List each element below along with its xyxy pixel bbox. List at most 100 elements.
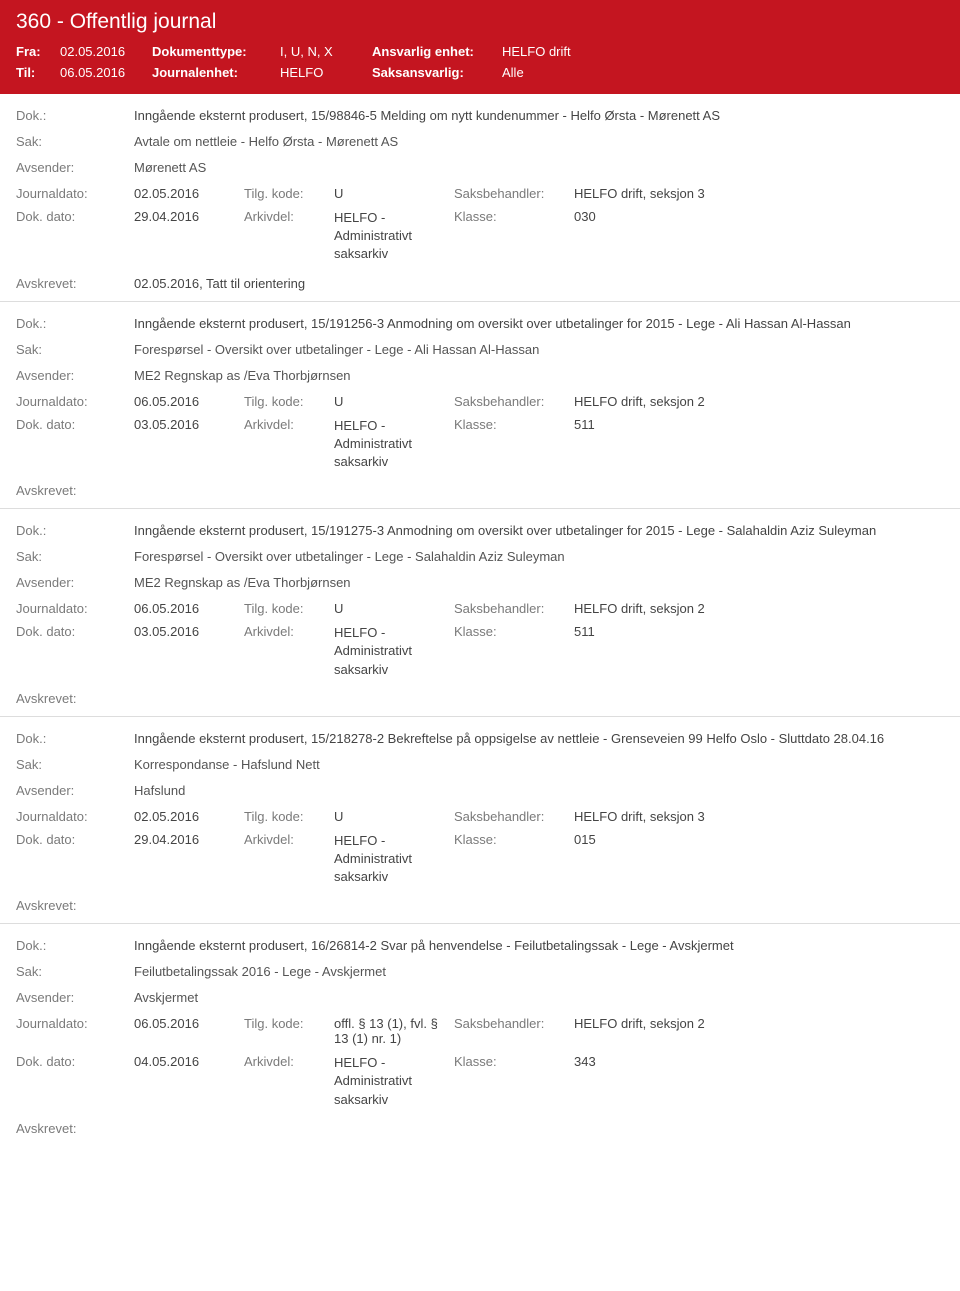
journaldato-value: 06.05.2016 bbox=[134, 601, 244, 616]
klasse-value: 015 bbox=[574, 832, 944, 847]
avsender-value: ME2 Regnskap as /Eva Thorbjørnsen bbox=[134, 575, 944, 590]
sak-label: Sak: bbox=[16, 964, 134, 979]
saksansvarlig-value: Alle bbox=[502, 65, 632, 80]
arkivdel-label: Arkivdel: bbox=[244, 209, 334, 224]
dokdato-value: 03.05.2016 bbox=[134, 624, 244, 639]
klasse-label: Klasse: bbox=[454, 209, 574, 224]
klasse-label: Klasse: bbox=[454, 624, 574, 639]
arkivdel-value: HELFO -Administrativt saksarkiv bbox=[334, 209, 454, 264]
journal-entry: Dok.: Inngående eksternt produsert, 15/1… bbox=[0, 302, 960, 510]
journal-entry: Dok.: Inngående eksternt produsert, 15/1… bbox=[0, 509, 960, 717]
saksbehandler-label: Saksbehandler: bbox=[454, 394, 574, 409]
fra-label: Fra: bbox=[16, 44, 60, 59]
dokdato-value: 04.05.2016 bbox=[134, 1054, 244, 1069]
saksansvarlig-label: Saksansvarlig: bbox=[372, 65, 502, 80]
avskrevet-label: Avskrevet: bbox=[16, 483, 134, 498]
klasse-label: Klasse: bbox=[454, 417, 574, 432]
tilgkode-value: U bbox=[334, 186, 454, 201]
saksbehandler-label: Saksbehandler: bbox=[454, 1016, 574, 1031]
arkivdel-label: Arkivdel: bbox=[244, 1054, 334, 1069]
dokdato-value: 29.04.2016 bbox=[134, 832, 244, 847]
dok-value: Inngående eksternt produsert, 15/191256-… bbox=[134, 316, 944, 331]
avskrevet-label: Avskrevet: bbox=[16, 1121, 134, 1136]
tilgkode-label: Tilg. kode: bbox=[244, 601, 334, 616]
dok-value: Inngående eksternt produsert, 16/26814-2… bbox=[134, 938, 944, 953]
avsender-value: Avskjermet bbox=[134, 990, 944, 1005]
ansvarlig-value: HELFO drift bbox=[502, 44, 632, 59]
saksbehandler-value: HELFO drift, seksjon 2 bbox=[574, 394, 944, 409]
doktype-label: Dokumenttype: bbox=[152, 44, 280, 59]
avsender-value: Hafslund bbox=[134, 783, 944, 798]
arkivdel-label: Arkivdel: bbox=[244, 624, 334, 639]
tilgkode-label: Tilg. kode: bbox=[244, 1016, 334, 1031]
journal-entry: Dok.: Inngående eksternt produsert, 16/2… bbox=[0, 924, 960, 1136]
dokdato-label: Dok. dato: bbox=[16, 624, 134, 639]
entries-container: Dok.: Inngående eksternt produsert, 15/9… bbox=[0, 94, 960, 1136]
dokdato-value: 03.05.2016 bbox=[134, 417, 244, 432]
sak-label: Sak: bbox=[16, 342, 134, 357]
til-value: 06.05.2016 bbox=[60, 65, 152, 80]
sak-label: Sak: bbox=[16, 549, 134, 564]
klasse-value: 511 bbox=[574, 417, 944, 432]
tilgkode-value: U bbox=[334, 394, 454, 409]
arkivdel-label: Arkivdel: bbox=[244, 832, 334, 847]
klasse-value: 030 bbox=[574, 209, 944, 224]
sak-value: Forespørsel - Oversikt over utbetalinger… bbox=[134, 342, 944, 357]
tilgkode-value: offl. § 13 (1), fvl. § 13 (1) nr. 1) bbox=[334, 1016, 454, 1046]
avsender-label: Avsender: bbox=[16, 160, 134, 175]
avsender-value: Mørenett AS bbox=[134, 160, 944, 175]
arkivdel-value: HELFO -Administrativt saksarkiv bbox=[334, 624, 454, 679]
klasse-value: 343 bbox=[574, 1054, 944, 1069]
dok-value: Inngående eksternt produsert, 15/218278-… bbox=[134, 731, 944, 746]
avskrevet-label: Avskrevet: bbox=[16, 276, 134, 291]
sak-value: Forespørsel - Oversikt over utbetalinger… bbox=[134, 549, 944, 564]
saksbehandler-value: HELFO drift, seksjon 2 bbox=[574, 601, 944, 616]
dokdato-label: Dok. dato: bbox=[16, 1054, 134, 1069]
doktype-value: I, U, N, X bbox=[280, 44, 372, 59]
dok-label: Dok.: bbox=[16, 938, 134, 953]
tilgkode-label: Tilg. kode: bbox=[244, 809, 334, 824]
journal-title: 360 - Offentlig journal bbox=[16, 10, 944, 34]
journaldato-label: Journaldato: bbox=[16, 1016, 134, 1031]
ansvarlig-label: Ansvarlig enhet: bbox=[372, 44, 502, 59]
journaldato-label: Journaldato: bbox=[16, 809, 134, 824]
klasse-label: Klasse: bbox=[454, 832, 574, 847]
sak-value: Feilutbetalingssak 2016 - Lege - Avskjer… bbox=[134, 964, 944, 979]
arkivdel-value: HELFO -Administrativt saksarkiv bbox=[334, 832, 454, 887]
journaldato-value: 02.05.2016 bbox=[134, 809, 244, 824]
sak-label: Sak: bbox=[16, 757, 134, 772]
saksbehandler-label: Saksbehandler: bbox=[454, 601, 574, 616]
klasse-value: 511 bbox=[574, 624, 944, 639]
journaldato-value: 06.05.2016 bbox=[134, 1016, 244, 1031]
journalenhet-value: HELFO bbox=[280, 65, 372, 80]
arkivdel-value: HELFO -Administrativt saksarkiv bbox=[334, 417, 454, 472]
avsender-value: ME2 Regnskap as /Eva Thorbjørnsen bbox=[134, 368, 944, 383]
avsender-label: Avsender: bbox=[16, 575, 134, 590]
sak-value: Korrespondanse - Hafslund Nett bbox=[134, 757, 944, 772]
avsender-label: Avsender: bbox=[16, 368, 134, 383]
tilgkode-value: U bbox=[334, 809, 454, 824]
avskrevet-label: Avskrevet: bbox=[16, 898, 134, 913]
sak-value: Avtale om nettleie - Helfo Ørsta - Møren… bbox=[134, 134, 944, 149]
dok-label: Dok.: bbox=[16, 523, 134, 538]
journaldato-value: 02.05.2016 bbox=[134, 186, 244, 201]
saksbehandler-label: Saksbehandler: bbox=[454, 186, 574, 201]
arkivdel-label: Arkivdel: bbox=[244, 417, 334, 432]
dok-label: Dok.: bbox=[16, 731, 134, 746]
tilgkode-label: Tilg. kode: bbox=[244, 394, 334, 409]
saksbehandler-value: HELFO drift, seksjon 2 bbox=[574, 1016, 944, 1031]
dokdato-value: 29.04.2016 bbox=[134, 209, 244, 224]
dokdato-label: Dok. dato: bbox=[16, 417, 134, 432]
til-label: Til: bbox=[16, 65, 60, 80]
avsender-label: Avsender: bbox=[16, 990, 134, 1005]
avskrevet-value: 02.05.2016, Tatt til orientering bbox=[134, 276, 305, 291]
journal-entry: Dok.: Inngående eksternt produsert, 15/9… bbox=[0, 94, 960, 302]
journal-header: 360 - Offentlig journal Fra: 02.05.2016 … bbox=[0, 0, 960, 94]
saksbehandler-value: HELFO drift, seksjon 3 bbox=[574, 809, 944, 824]
journaldato-label: Journaldato: bbox=[16, 601, 134, 616]
arkivdel-value: HELFO -Administrativt saksarkiv bbox=[334, 1054, 454, 1109]
tilgkode-label: Tilg. kode: bbox=[244, 186, 334, 201]
journaldato-value: 06.05.2016 bbox=[134, 394, 244, 409]
fra-value: 02.05.2016 bbox=[60, 44, 152, 59]
saksbehandler-label: Saksbehandler: bbox=[454, 809, 574, 824]
